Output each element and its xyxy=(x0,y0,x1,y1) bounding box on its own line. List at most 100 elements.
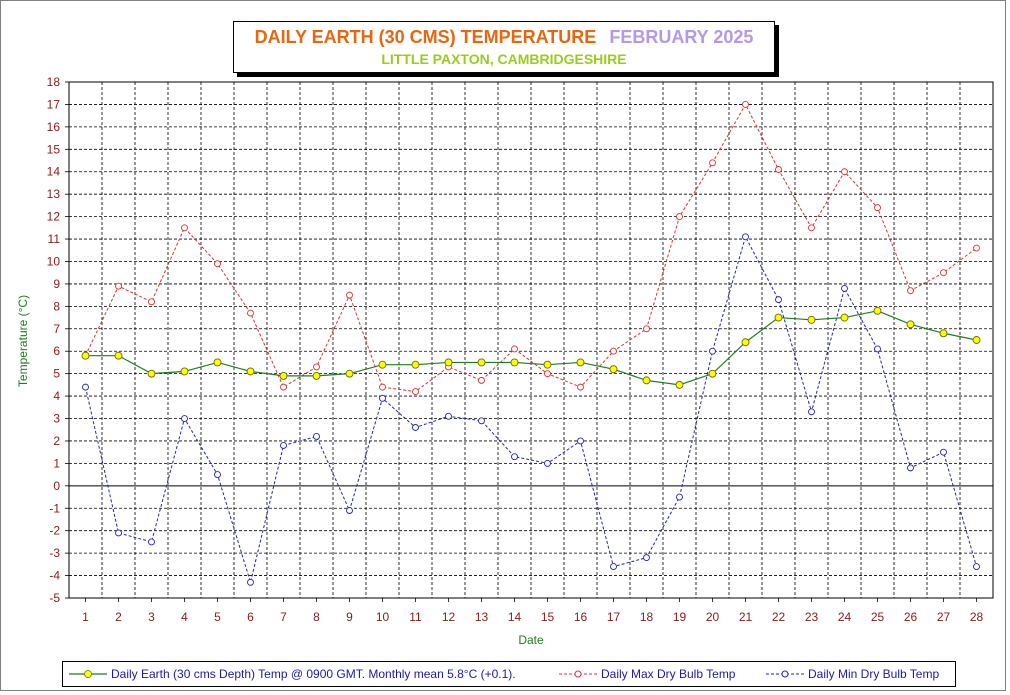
y-tick-label: 13 xyxy=(47,187,61,201)
series-line-earth xyxy=(85,310,977,386)
legend-item-earth: Daily Earth (30 cms Depth) Temp @ 0900 G… xyxy=(69,667,516,681)
point-min xyxy=(544,459,551,467)
point-max xyxy=(379,383,386,391)
point-max xyxy=(676,213,683,221)
title-line: DAILY EARTH (30 CMS) TEMPERATURE FEBRUAR… xyxy=(234,27,774,48)
point-earth xyxy=(345,369,354,378)
x-tick-label: 22 xyxy=(772,610,786,624)
point-min xyxy=(214,471,221,479)
point-max xyxy=(973,244,980,252)
x-tick-label: 27 xyxy=(937,610,951,624)
chart-month: FEBRUARY 2025 xyxy=(609,27,754,47)
point-earth xyxy=(642,376,651,385)
y-tick-label: 15 xyxy=(47,142,61,156)
y-tick-label: -5 xyxy=(49,591,60,605)
y-tick-label: 16 xyxy=(47,120,61,134)
point-max xyxy=(544,370,551,378)
x-tick-label: 14 xyxy=(508,610,522,624)
x-tick-label: 17 xyxy=(607,610,621,624)
point-max xyxy=(775,166,782,173)
series-layer xyxy=(81,100,981,586)
point-max xyxy=(610,347,617,355)
point-earth xyxy=(213,358,222,367)
legend-item-min: Daily Min Dry Bulb Temp xyxy=(766,667,939,681)
point-min xyxy=(115,529,122,537)
point-min xyxy=(313,433,320,440)
point-max xyxy=(511,345,518,353)
point-earth xyxy=(114,351,123,360)
x-tick-label: 6 xyxy=(247,610,254,624)
legend-swatch-earth xyxy=(69,670,107,678)
y-tick-label: 6 xyxy=(53,344,60,358)
y-tick-label: 1 xyxy=(53,456,60,470)
point-earth xyxy=(807,315,816,324)
x-tick-label: 3 xyxy=(148,610,155,624)
legend-label-max: Daily Max Dry Bulb Temp xyxy=(601,667,736,681)
point-max xyxy=(115,282,122,290)
point-earth xyxy=(147,369,156,378)
point-earth xyxy=(708,369,717,378)
y-tick-label: 10 xyxy=(47,254,61,268)
chart-title: DAILY EARTH (30 CMS) TEMPERATURE xyxy=(254,27,597,47)
point-min xyxy=(808,408,815,416)
x-tick-label: 19 xyxy=(673,610,687,624)
x-tick-label: 15 xyxy=(541,610,555,624)
x-tick-label: 8 xyxy=(313,610,320,624)
legend-label-earth: Daily Earth (30 cms Depth) Temp @ 0900 G… xyxy=(111,667,516,681)
legend-swatch-max xyxy=(559,670,597,678)
y-tick-label: 5 xyxy=(53,367,60,381)
y-tick-label: 0 xyxy=(53,479,60,493)
point-earth xyxy=(840,313,849,322)
point-min xyxy=(775,296,782,304)
point-min xyxy=(742,233,749,241)
point-min xyxy=(379,394,386,402)
point-min xyxy=(280,441,287,449)
point-min xyxy=(445,412,452,420)
y-tick-label: 8 xyxy=(53,299,60,313)
x-tick-label: 4 xyxy=(181,610,188,624)
x-tick-label: 12 xyxy=(442,610,456,624)
point-min xyxy=(973,563,980,571)
point-earth xyxy=(543,360,552,369)
point-earth xyxy=(246,367,255,376)
point-earth xyxy=(774,313,783,322)
point-earth xyxy=(873,306,882,315)
x-tick-label: 21 xyxy=(739,610,753,624)
y-tick-label: 17 xyxy=(47,97,61,111)
point-max xyxy=(181,224,188,232)
y-tick-label: 9 xyxy=(53,277,60,291)
y-tick-label: 4 xyxy=(53,389,60,403)
x-tick-label: 13 xyxy=(475,610,489,624)
point-min xyxy=(247,578,254,586)
y-tick-label: 12 xyxy=(47,210,61,224)
point-earth xyxy=(312,371,321,380)
x-tick-label: 11 xyxy=(409,610,422,624)
point-earth xyxy=(609,365,618,374)
y-tick-label: -3 xyxy=(49,546,60,560)
y-tick-label: 2 xyxy=(53,434,60,448)
y-axis-title: Temperature (°C) xyxy=(16,295,30,387)
x-tick-label: 2 xyxy=(115,610,122,624)
point-min xyxy=(148,538,155,546)
point-max xyxy=(808,224,815,232)
x-tick-label: 5 xyxy=(214,610,221,624)
y-tick-label: 11 xyxy=(48,232,61,246)
x-tick-label: 20 xyxy=(706,610,720,624)
point-earth xyxy=(477,358,486,367)
point-min xyxy=(940,448,947,456)
point-earth xyxy=(972,336,981,344)
point-earth xyxy=(411,360,420,369)
point-max xyxy=(709,159,716,167)
point-max xyxy=(577,383,584,391)
y-tick-label: 7 xyxy=(53,322,60,336)
legend-swatch-min xyxy=(766,670,804,678)
point-max xyxy=(940,269,947,277)
y-tick-label: -2 xyxy=(49,524,60,538)
point-earth xyxy=(510,358,519,367)
point-min xyxy=(412,424,419,431)
x-tick-label: 10 xyxy=(376,610,390,624)
point-max xyxy=(346,291,353,299)
